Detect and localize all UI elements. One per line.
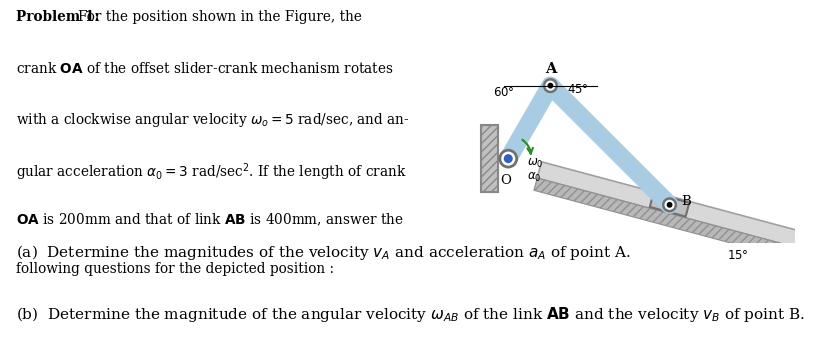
Text: B: B [681, 195, 691, 208]
Text: A: A [545, 62, 556, 76]
Circle shape [500, 150, 517, 167]
Text: O: O [500, 174, 511, 187]
Text: $\mathbf{OA}$ is 200mm and that of link $\mathbf{AB}$ is 400mm, answer the: $\mathbf{OA}$ is 200mm and that of link … [16, 212, 404, 228]
Text: following questions for the depicted position :: following questions for the depicted pos… [16, 262, 335, 276]
Text: For the position shown in the Figure, the: For the position shown in the Figure, th… [78, 10, 363, 24]
Polygon shape [537, 162, 818, 252]
Circle shape [548, 83, 553, 88]
Polygon shape [534, 178, 814, 264]
Text: $60°$: $60°$ [494, 86, 515, 99]
Circle shape [667, 203, 672, 207]
Polygon shape [481, 125, 499, 192]
Text: $45°$: $45°$ [567, 83, 589, 96]
Circle shape [504, 155, 512, 162]
Text: Problem 1:: Problem 1: [16, 10, 105, 24]
Text: crank $\mathbf{OA}$ of the offset slider-crank mechanism rotates: crank $\mathbf{OA}$ of the offset slider… [16, 61, 394, 76]
Polygon shape [650, 193, 690, 217]
Text: $\alpha_0$: $\alpha_0$ [527, 171, 541, 184]
Text: (a)  Determine the magnitudes of the velocity $v_A$ and acceleration $a_A$ of po: (a) Determine the magnitudes of the velo… [16, 243, 631, 262]
Text: $15°$: $15°$ [728, 249, 749, 262]
Circle shape [663, 198, 676, 211]
Text: (b)  Determine the magnitude of the angular velocity $\omega_{AB}$ of the link $: (b) Determine the magnitude of the angul… [16, 305, 806, 324]
Text: $\omega_0$: $\omega_0$ [527, 157, 543, 170]
Text: with a clockwise angular velocity $\omega_o = 5$ rad/sec, and an-: with a clockwise angular velocity $\omeg… [16, 111, 410, 129]
Circle shape [544, 79, 557, 92]
Text: gular acceleration $\alpha_0 = 3$ rad/sec$^2$. If the length of crank: gular acceleration $\alpha_0 = 3$ rad/se… [16, 161, 407, 183]
